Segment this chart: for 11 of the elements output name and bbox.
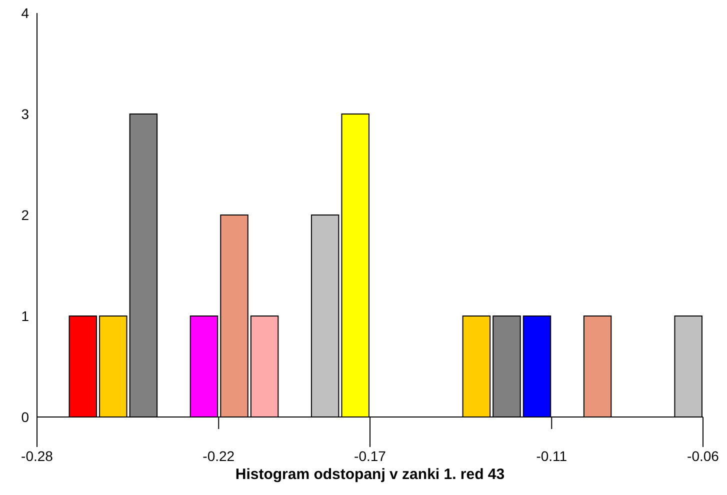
y-tick-label: 4 [21, 4, 30, 21]
x-axis-title: Histogram odstopanj v zanki 1. red 43 [235, 466, 505, 483]
y-tick-label: 0 [21, 408, 30, 425]
x-tick-label: -0.17 [354, 448, 386, 464]
y-tick-label: 3 [21, 106, 30, 122]
y-tick-label: 1 [21, 308, 30, 324]
y-tick-label: 2 [21, 206, 30, 223]
x-tick-label: -0.22 [202, 448, 235, 464]
x-tick-label: -0.11 [536, 448, 568, 464]
x-tick-label: -0.28 [21, 448, 54, 464]
x-tick-label: -0.06 [687, 448, 720, 464]
